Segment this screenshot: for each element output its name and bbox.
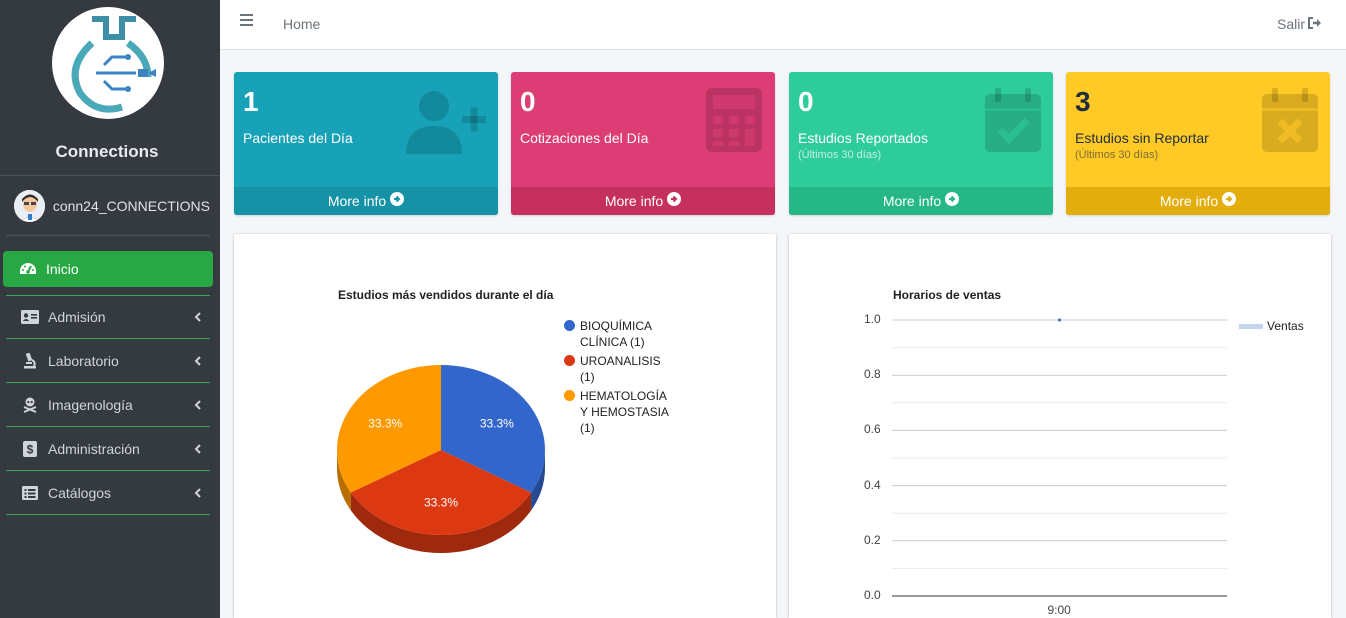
pie-slice-label: 33.3% [368,417,402,431]
pie-slice-side [350,492,532,553]
brand-name: Connections [55,142,159,161]
sidebar-item-inicio[interactable]: Inicio [3,251,213,287]
legend-entry[interactable]: BIOQUÍMICA CLÍNICA (1) [580,319,653,349]
list-alt-icon [20,484,40,502]
sidebar-item-imagenologia[interactable]: Imagenología [6,383,210,427]
arrow-circle-right-icon [1222,187,1237,215]
arrow-circle-right-icon [667,187,682,215]
more-info-link[interactable]: More info [234,187,498,215]
box-label: Pacientes del Día [243,130,353,146]
y-tick-label: 0.8 [864,367,881,382]
dashboard-icon [18,260,38,278]
sidebar-item-label: Admisión [48,309,106,325]
legend-entry[interactable]: HEMATOLOGÍA Y HEMOSTASIA (1) [580,389,669,435]
pie-chart-card: Estudios más vendidos durante el día 33.… [234,234,776,618]
y-tick-label: 0.2 [864,532,881,547]
box-sublabel: (Últimos 30 días) [798,149,882,161]
logout-link[interactable]: Salir [1277,16,1322,32]
box-label: Cotizaciones del Día [520,130,649,146]
chevron-left-icon [194,485,202,501]
pie-slice-side [531,450,545,511]
user-plus-icon [406,88,486,159]
brand: Connections [0,0,220,176]
legend-entry[interactable]: Ventas [1267,319,1304,333]
x-tick-label: 9:00 [1047,603,1071,617]
more-info-label: More info [327,193,387,209]
arrow-circle-right-icon [390,187,405,215]
more-info-label: More info [882,193,942,209]
pie-slice-side [337,450,351,511]
pie-slice[interactable] [337,365,441,493]
user-name[interactable]: conn24_CONNECTIONS [52,197,210,214]
info-box-pacientes: 1 Pacientes del Día More info [234,72,498,215]
dollar-sign-icon: $ [20,440,40,458]
more-info-link[interactable]: More info [1066,187,1330,215]
pie-chart-title: Estudios más vendidos durante el día [338,288,554,302]
arrow-circle-right-icon [945,187,960,215]
line-point [1058,318,1061,322]
calculator-icon [706,88,762,157]
id-card-icon [20,308,40,326]
user-avatar[interactable] [14,189,45,222]
sidebar-item-label: Administración [48,440,140,457]
legend-marker [564,355,575,366]
user-panel[interactable]: conn24_CONNECTIONS [6,176,210,236]
sidebar-item-label: Inicio [46,261,79,277]
sign-out-icon [1308,16,1322,32]
legend-entry[interactable]: UROANALISIS (1) [580,354,661,384]
svg-text:$: $ [27,442,34,456]
box-label: Estudios sin Reportar [1075,130,1209,146]
home-link[interactable]: Home [283,16,321,32]
legend-marker-fill [1239,324,1263,329]
legend-marker [564,320,575,331]
pie-slice[interactable] [350,450,532,535]
chevron-left-icon [194,353,202,369]
pie-slice-label: 33.3% [480,417,514,431]
line-chart-card: Horarios de ventas 0.0 0.2 0.4 0.6 0.8 1.0 9:0… [789,234,1331,618]
pie-slice[interactable] [441,365,545,493]
sidebar-item-label: Imagenología [48,396,133,413]
calendar-times-icon [1262,88,1318,157]
pie-chart: 33.3% 33.3% 33.3% [337,365,545,553]
logout-label: Salir [1276,16,1305,32]
box-number: 1 [243,86,259,117]
box-label: Estudios Reportados [798,130,928,146]
line-chart-title: Horarios de ventas [893,288,1002,302]
chevron-left-icon [194,309,202,325]
sidebar-item-laboratorio[interactable]: Laboratorio [6,339,210,383]
box-number: 0 [798,86,814,117]
brand-logo[interactable] [52,7,164,119]
box-number: 3 [1075,86,1091,117]
info-box-estudios-reportados: 0 Estudios Reportados (Últimos 30 días) … [789,72,1053,215]
y-tick-label: 0.4 [864,477,881,492]
sidebar: Connections conn24_CONNECTIONS Inicio [0,0,220,618]
menu-toggle-icon[interactable] [240,13,254,31]
sidebar-item-administracion[interactable]: $ Administración [6,427,210,471]
y-tick-label: 1.0 [864,312,881,326]
more-info-link[interactable]: More info [511,187,775,215]
more-info-label: More info [604,193,664,209]
legend-marker [564,390,575,401]
info-box-estudios-sin-reportar: 3 Estudios sin Reportar (Últimos 30 días… [1066,72,1330,215]
info-box-cotizaciones: 0 Cotizaciones del Día More info [511,72,775,215]
more-info-label: More info [1159,193,1219,209]
microscope-icon [20,352,40,370]
pie-slice-label: 33.3% [424,496,458,510]
sidebar-item-catalogos[interactable]: Catálogos [6,471,210,515]
y-tick-label: 0.6 [864,422,881,437]
more-info-link[interactable]: More info [789,187,1053,215]
chevron-left-icon [194,441,202,457]
sidebar-item-admision[interactable]: Admisión [6,295,210,339]
calendar-check-icon [985,88,1041,157]
sidebar-item-label: Catálogos [48,484,112,501]
box-number: 0 [520,86,536,117]
skull-crossbones-icon [20,396,40,414]
sidebar-item-label: Laboratorio [48,352,119,369]
top-navbar: Home Salir [220,0,1346,50]
sidebar-nav: Inicio Admisión Laboratorio Imagenología [0,247,220,515]
line-chart [892,318,1263,597]
y-tick-label: 0.0 [864,588,881,602]
box-sublabel: (Últimos 30 días) [1075,149,1159,161]
chevron-left-icon [194,397,202,413]
